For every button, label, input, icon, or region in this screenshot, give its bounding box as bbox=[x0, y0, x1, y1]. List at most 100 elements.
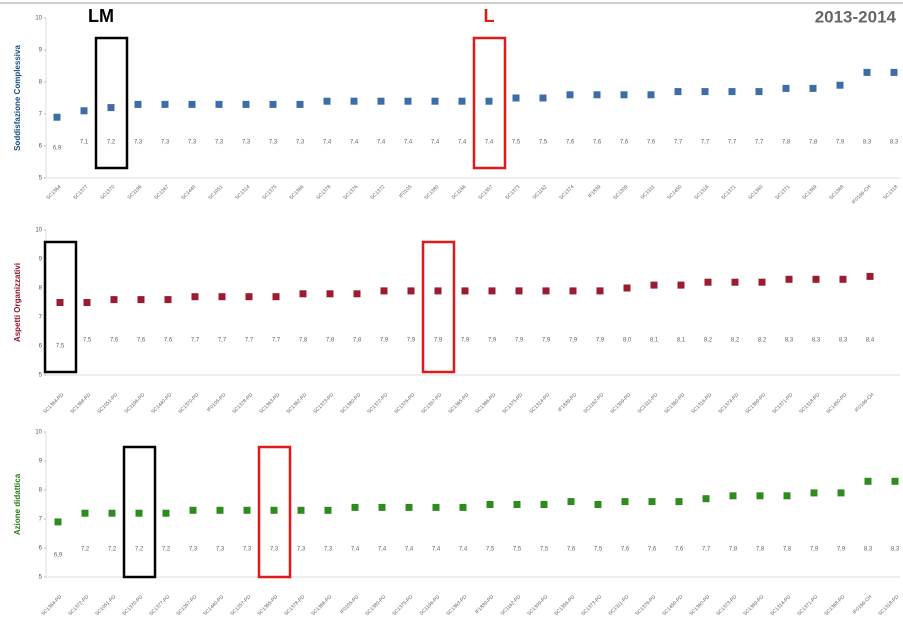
y-tick-label: 5 bbox=[39, 373, 43, 379]
x-tick-label: SC1371-PD bbox=[771, 392, 794, 415]
x-tick-label: SC1372 bbox=[369, 184, 386, 201]
value-label: 7,4 bbox=[431, 140, 440, 146]
value-label: 7,8 bbox=[729, 547, 738, 553]
marker bbox=[107, 104, 115, 112]
x-tick-label: IF1839-PD bbox=[474, 594, 496, 616]
x-tick-label: SC1364 bbox=[45, 184, 62, 201]
x-tick-label: SC1450-PD bbox=[825, 392, 848, 415]
y-tick-label: 8 bbox=[39, 286, 43, 292]
x-tick-label: SC1376-PD bbox=[393, 392, 416, 415]
value-label: 8,2 bbox=[704, 338, 713, 344]
marker bbox=[594, 501, 602, 508]
x-tick-label: SC1366-PD bbox=[474, 392, 497, 415]
marker bbox=[648, 498, 656, 506]
value-label: 7,2 bbox=[81, 547, 90, 553]
value-label: 7,6 bbox=[137, 338, 146, 344]
value-label: 7,4 bbox=[485, 140, 494, 146]
y-tick-label: 6 bbox=[39, 344, 43, 350]
x-tick-label: SC1362-PD bbox=[285, 392, 308, 415]
value-label: 7,3 bbox=[134, 140, 143, 146]
x-tick-label: SC1371 bbox=[720, 184, 737, 201]
x-tick-label: SC1368-PD bbox=[823, 594, 846, 617]
x-tick-label: SC1376 bbox=[342, 184, 359, 201]
value-label: 7,7 bbox=[701, 140, 710, 146]
x-tick-label: SC1196 bbox=[127, 184, 144, 201]
x-tick-label: SC1366-PD bbox=[310, 594, 333, 617]
marker bbox=[675, 498, 683, 506]
x-tick-label: SC1360-PD bbox=[663, 392, 686, 415]
x-tick-label: SC1051-PD bbox=[96, 392, 119, 415]
value-label: 7,6 bbox=[648, 547, 657, 553]
x-tick-label: SC1162-PD bbox=[500, 594, 523, 617]
value-label: 7,6 bbox=[593, 140, 602, 146]
value-label: 7,9 bbox=[380, 338, 389, 344]
y-tick-label: 6 bbox=[39, 546, 43, 552]
x-tick-label: IF0166-CH bbox=[852, 594, 874, 616]
value-label: 7,9 bbox=[837, 547, 846, 553]
marker bbox=[674, 88, 682, 96]
x-tick-label: SC1375-PD bbox=[501, 392, 524, 415]
x-tick-label: IF0105-PD bbox=[206, 392, 228, 414]
marker bbox=[135, 509, 143, 517]
value-label: 8,3 bbox=[891, 547, 900, 553]
marker bbox=[866, 272, 874, 280]
value-label: 6,9 bbox=[53, 146, 62, 152]
marker bbox=[134, 100, 142, 108]
y-tick-label: 7 bbox=[39, 517, 43, 523]
x-tick-label: SC1375-PD bbox=[391, 594, 414, 617]
value-label: 7,4 bbox=[458, 140, 467, 146]
x-tick-label: SC1366 bbox=[288, 184, 305, 201]
value-label: 7,6 bbox=[110, 338, 119, 344]
value-label: 7,9 bbox=[596, 338, 605, 344]
x-tick-label: SC1370-PD bbox=[177, 392, 200, 415]
x-tick-label: SC1378-PD bbox=[283, 594, 306, 617]
value-label: 7,9 bbox=[836, 140, 845, 146]
marker bbox=[324, 506, 332, 514]
value-label: 7,8 bbox=[782, 140, 791, 146]
value-label: 7,6 bbox=[621, 547, 630, 553]
value-label: 7,7 bbox=[755, 140, 764, 146]
marker bbox=[836, 81, 844, 89]
marker bbox=[540, 501, 548, 508]
x-tick-label: SC1363-PD bbox=[445, 594, 468, 617]
marker bbox=[269, 100, 277, 108]
value-label: 7,5 bbox=[540, 547, 549, 553]
value-label: 7,4 bbox=[350, 140, 359, 146]
x-tick-label: SC1440-PD bbox=[150, 392, 173, 415]
marker bbox=[486, 501, 494, 508]
value-label: 7,5 bbox=[83, 338, 92, 344]
value-label: 7,2 bbox=[135, 547, 144, 553]
value-label: 8,1 bbox=[677, 338, 686, 344]
value-label: 8,3 bbox=[890, 140, 899, 146]
value-label: 7,8 bbox=[809, 140, 818, 146]
marker bbox=[56, 299, 64, 306]
value-label: 7,1 bbox=[80, 140, 89, 146]
marker bbox=[461, 287, 469, 295]
x-tick-label: SC1267-PD bbox=[175, 594, 198, 617]
marker bbox=[701, 88, 709, 96]
marker bbox=[432, 503, 440, 511]
x-tick-label: SC1380-PD bbox=[339, 392, 362, 415]
x-tick-label: SC1440-PD bbox=[202, 594, 225, 617]
marker bbox=[812, 275, 820, 283]
marker bbox=[647, 91, 655, 99]
y-tick-label: 8 bbox=[39, 488, 43, 494]
value-label: 8,4 bbox=[866, 338, 875, 344]
marker bbox=[297, 506, 305, 514]
x-tick-label: SC1375 bbox=[261, 184, 278, 201]
x-tick-label: SC1309-PD bbox=[526, 594, 549, 617]
value-label: 7,6 bbox=[566, 140, 575, 146]
marker bbox=[785, 275, 793, 283]
x-tick-label: SC1364-PD bbox=[40, 594, 63, 617]
y-tick-label: 10 bbox=[35, 430, 42, 436]
marker bbox=[299, 290, 307, 298]
x-tick-label: SC1311-PD bbox=[608, 594, 631, 617]
x-tick-label: SC1314-PD bbox=[528, 392, 551, 415]
value-label: 7,5 bbox=[56, 344, 65, 350]
marker bbox=[458, 97, 466, 105]
marker bbox=[54, 518, 62, 526]
value-label: 7,7 bbox=[674, 140, 683, 146]
y-tick-label: 6 bbox=[39, 144, 43, 150]
marker bbox=[810, 489, 818, 497]
marker bbox=[620, 91, 628, 99]
